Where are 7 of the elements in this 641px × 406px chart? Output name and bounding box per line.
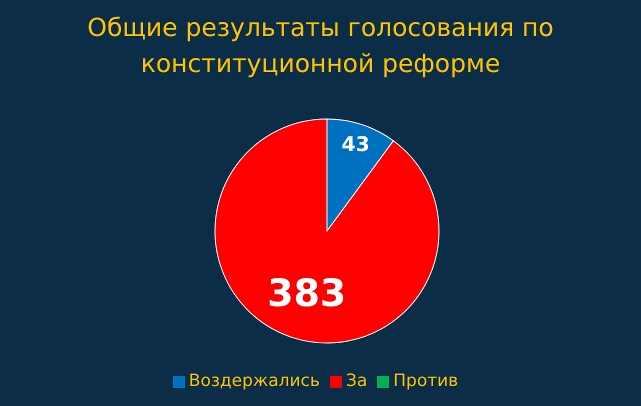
data-label: 43	[342, 132, 370, 156]
legend-label: За	[346, 371, 368, 391]
legend-label: Воздержались	[188, 371, 320, 391]
legend-label: Против	[393, 371, 458, 391]
data-label: 383	[267, 270, 346, 315]
chart-title: Общие результаты голосования по конституционной реформе	[86, 12, 555, 80]
pie-slice	[214, 118, 440, 344]
